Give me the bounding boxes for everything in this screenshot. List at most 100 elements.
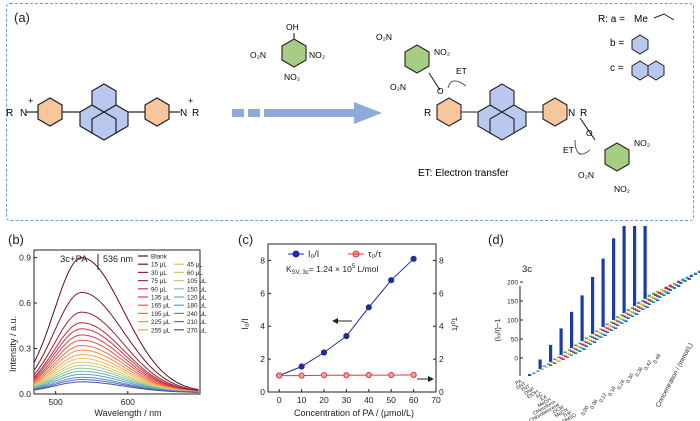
- panel-d-bar: [626, 317, 630, 319]
- panel-d-bar: [641, 304, 645, 306]
- panel-c-axes: 0 10 20 30 40 50 60 700 02 24 46 68 8: [260, 243, 444, 405]
- panel-c-xlabel: Concentration of PA / (μmol/L): [294, 408, 414, 418]
- product-o2n-bottom: O₂N: [578, 170, 594, 180]
- panel-d-bar: [677, 285, 681, 287]
- panel-d-bar: [549, 344, 553, 362]
- panel-b-legend-item: 255 μL: [151, 327, 171, 334]
- panel-d-bar: [681, 278, 685, 281]
- panel-d-analyte-label: THF: [562, 410, 573, 420]
- panel-d-bar: [649, 300, 653, 302]
- panel-d-analyte-label: DCM: [552, 405, 565, 416]
- panel-d-conc-label: 0.12: [598, 392, 608, 404]
- product-no2-right: NO₂: [634, 138, 650, 148]
- panel-d-bar: [618, 317, 622, 319]
- panel-c-xtick-label: 10: [297, 395, 307, 405]
- panel-d-bar: [616, 320, 620, 322]
- panel-d-bar: [628, 310, 632, 312]
- panel-d-bar: [528, 374, 532, 376]
- panel-d-bar: [614, 319, 618, 321]
- panel-d-bar: [609, 321, 614, 323]
- panel-d-bar: [601, 333, 605, 335]
- panel-b-spectrum: [33, 328, 199, 392]
- product-pyrene: [477, 83, 527, 141]
- panel-d-bar: [635, 305, 639, 307]
- panel-b-legend-item: 195 μL: [151, 311, 171, 318]
- panel-c-ytick-label-left: 8: [260, 255, 265, 265]
- panel-d-bar: [582, 340, 586, 342]
- panel-d-ytick-label: 150: [507, 299, 518, 306]
- panel-d-bar: [557, 360, 561, 362]
- panel-d-bar: [572, 351, 576, 353]
- panel-d-bar: [643, 226, 647, 299]
- panel-d-bar: [595, 338, 599, 340]
- panel-d-bar: [574, 348, 578, 350]
- left-plus: +: [28, 96, 33, 106]
- panel-d-bar: [603, 326, 607, 328]
- panel-d-bar: [633, 226, 637, 306]
- panel-d-bar: [588, 343, 593, 345]
- panel-d-bar: [645, 306, 649, 308]
- panel-d-bar: [603, 334, 607, 336]
- panel-d-bar: [605, 331, 609, 333]
- panel-d-chart: (d) 3c (I₀/I)−1 Concentration / (mmol/L)…: [488, 226, 700, 421]
- picric-no2-right: NO₂: [309, 50, 325, 60]
- panel-d-bar: [630, 315, 635, 317]
- panel-d-bar: [580, 347, 584, 349]
- panel-d-bar: [532, 372, 536, 374]
- panel-d-bar: [538, 359, 542, 369]
- panel-b-ytick-label: 0.9: [19, 253, 31, 263]
- panel-d-bar: [624, 316, 628, 318]
- panel-d-bar: [620, 314, 624, 316]
- panel-b-spectrum: [33, 381, 199, 393]
- panel-d-bar: [561, 354, 565, 356]
- panel-d-bar: [620, 322, 624, 324]
- panel-d-bar: [570, 354, 574, 356]
- panel-d-bar: [675, 283, 679, 286]
- panel-d-bar: [542, 365, 546, 367]
- product-r-left: R: [424, 108, 431, 119]
- panel-d-bar: [565, 356, 569, 358]
- panel-d-bar: [565, 352, 569, 354]
- product-o2n-top: O₂N: [376, 32, 392, 42]
- panel-d-bar: [660, 293, 664, 295]
- panel-d-bar: [689, 274, 693, 277]
- panel-d-bar: [668, 289, 672, 291]
- panel-d-bar: [576, 349, 580, 351]
- panel-c-point: [298, 372, 305, 379]
- product-et-top: ET: [456, 66, 467, 76]
- panel-c-point: [320, 372, 328, 379]
- panel-b-chart: (b) 3c+PA 536 nm Intensity / a.u. Wavele…: [8, 232, 207, 418]
- panel-d-bar: [647, 299, 651, 301]
- panel-d-bar: [622, 319, 626, 321]
- panel-d-bar: [616, 316, 620, 318]
- panel-d-bar: [645, 302, 649, 304]
- panel-d-bar: [685, 276, 689, 279]
- product-r-right: R: [580, 108, 587, 119]
- scheme-label: (a): [14, 10, 30, 25]
- panel-d-bar: [635, 313, 639, 315]
- panel-b-frame: [33, 249, 201, 395]
- panel-d-bar: [635, 309, 639, 311]
- panel-d-bar: [670, 285, 674, 288]
- panel-d-bar: [584, 337, 588, 339]
- panel-d-bar: [630, 307, 635, 309]
- panel-d-bar: [633, 312, 637, 314]
- panel-d-bar: [647, 303, 651, 305]
- right-n-label: N: [180, 108, 187, 119]
- panel-d-bar: [580, 295, 584, 341]
- panel-b-legend-item: 270 μL: [187, 327, 207, 334]
- panel-d-bar: [662, 289, 666, 292]
- left-r-label: R: [6, 108, 13, 119]
- panel-d-bar: [651, 292, 656, 295]
- benzyl-ring: [631, 34, 649, 55]
- panel-c-point: [276, 372, 283, 379]
- panel-d-bar: [557, 356, 561, 358]
- panel-d-bar: [612, 326, 616, 328]
- panel-d-bar: [641, 308, 645, 310]
- panel-d-bar: [614, 327, 618, 329]
- panel-d-bar: [599, 332, 603, 334]
- panel-d-conc-label: 0.18: [607, 386, 617, 398]
- panel-c-ytick-label-right: 6: [439, 288, 444, 298]
- panel-d-bar: [664, 291, 668, 293]
- panel-d-bar: [626, 309, 630, 311]
